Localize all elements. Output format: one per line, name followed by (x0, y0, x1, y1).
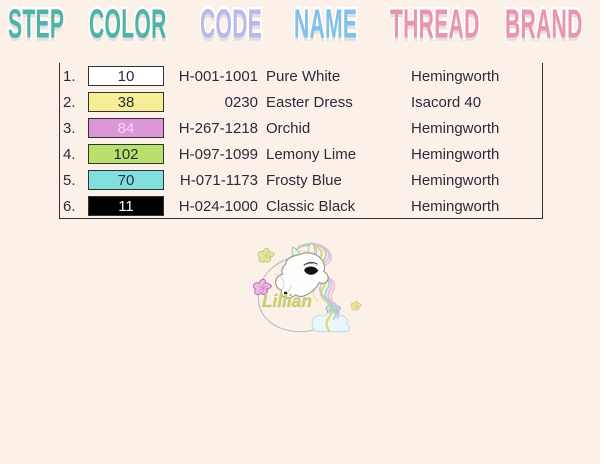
svg-text:Lillian: Lillian (262, 291, 312, 311)
